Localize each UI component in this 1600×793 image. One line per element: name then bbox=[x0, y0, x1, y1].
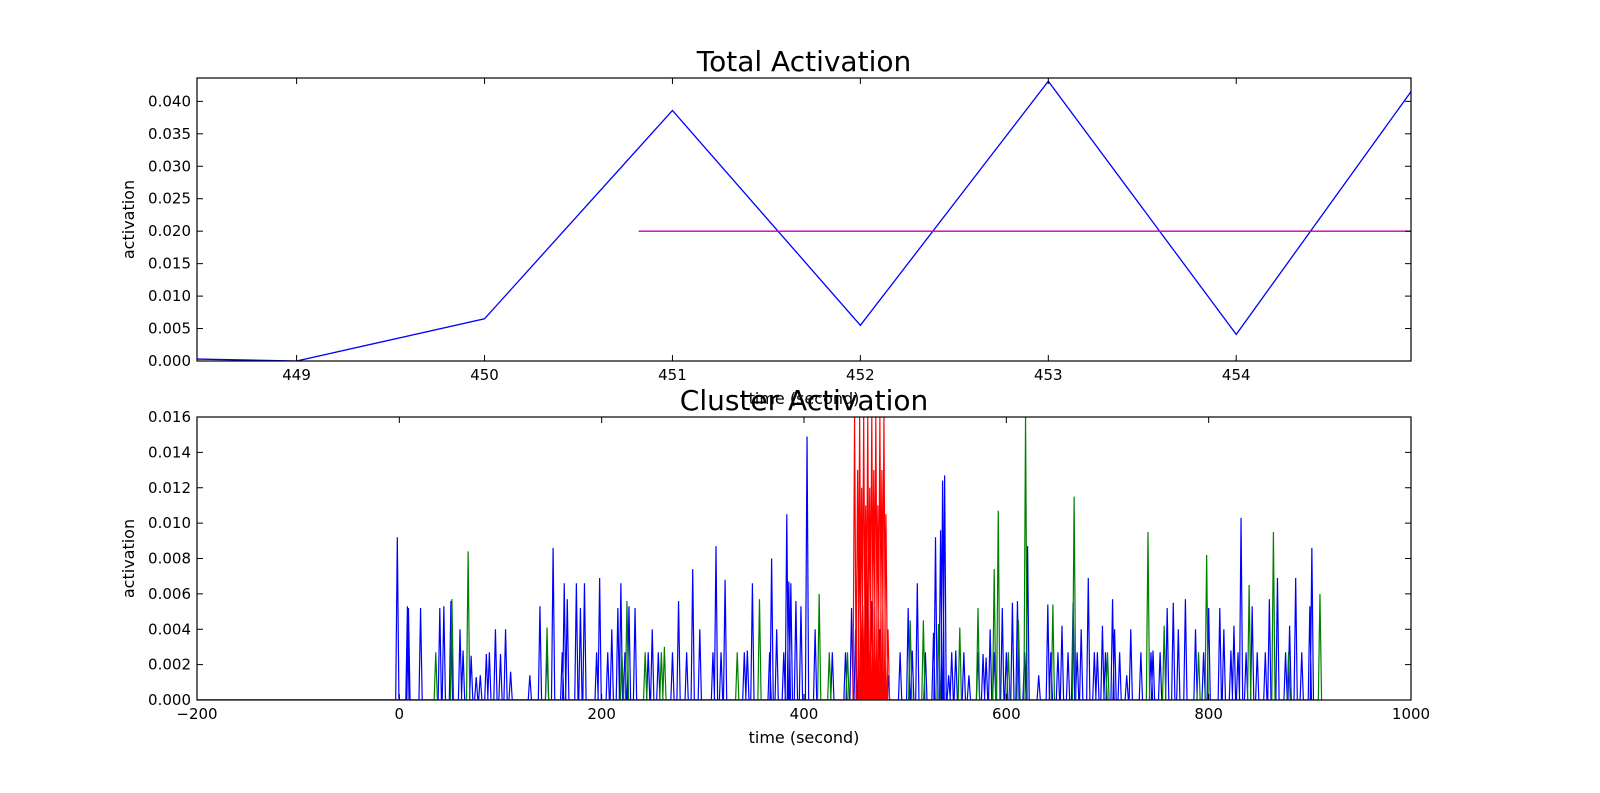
cluster-activation-y-tick-label: 0.014 bbox=[148, 443, 191, 461]
total-activation-y-tick-label: 0.040 bbox=[148, 92, 191, 110]
total-activation-y-tick-label: 0.025 bbox=[148, 190, 191, 208]
cluster-activation-plot-frame bbox=[196, 416, 1412, 701]
total-activation-x-tick-label: 452 bbox=[846, 366, 875, 384]
cluster-activation-y-tick-label: 0.008 bbox=[148, 550, 191, 568]
cluster-activation-y-axis-label: activation bbox=[119, 519, 138, 598]
total-activation-series bbox=[197, 80, 1411, 361]
cluster-activation-y-tick-label: 0.006 bbox=[148, 585, 191, 603]
total-activation-y-axis-label: activation bbox=[119, 180, 138, 259]
total-activation-plot-frame bbox=[196, 77, 1412, 362]
cluster-activation-x-tick-label: −200 bbox=[176, 705, 217, 723]
cluster-activation-x-tick-label: 1000 bbox=[1392, 705, 1430, 723]
total-activation-x-tick-label: 451 bbox=[658, 366, 687, 384]
total-activation-series-0-line bbox=[197, 80, 1411, 361]
cluster-activation-title: Cluster Activation bbox=[680, 384, 928, 417]
cluster-activation-series bbox=[197, 417, 1323, 700]
cluster-activation-y-tick-label: 0.010 bbox=[148, 514, 191, 532]
cluster-activation-series-2 bbox=[197, 417, 891, 700]
cluster-activation-x-tick-label: 0 bbox=[395, 705, 405, 723]
total-activation-x-tick-label: 450 bbox=[470, 366, 499, 384]
total-activation-x-tick-label: 449 bbox=[282, 366, 311, 384]
total-activation-x-tick-label: 453 bbox=[1034, 366, 1063, 384]
cluster-activation-y-tick-label: 0.002 bbox=[148, 656, 191, 674]
cluster-activation-series-0-line bbox=[197, 436, 1315, 700]
total-activation-y-tick-label: 0.010 bbox=[148, 287, 191, 305]
total-activation-y-tick-label: 0.015 bbox=[148, 255, 191, 273]
cluster-activation-x-axis-label: time (second) bbox=[749, 728, 860, 747]
cluster-activation-y-tick-label: 0.016 bbox=[148, 408, 191, 426]
cluster-activation-series-2-line bbox=[197, 417, 891, 700]
total-activation-y-tick-label: 0.035 bbox=[148, 125, 191, 143]
cluster-activation-panel: −200 0 200 400 600 800 1000 0.000 0.002 0.004 0.00… bbox=[119, 384, 1430, 747]
total-activation-y-tick-label: 0.020 bbox=[148, 222, 191, 240]
total-activation-y-tick-label: 0.030 bbox=[148, 157, 191, 175]
cluster-activation-series-0 bbox=[197, 436, 1315, 700]
total-activation-y-tick-label: 0.005 bbox=[148, 320, 191, 338]
total-activation-x-tick-label: 454 bbox=[1222, 366, 1251, 384]
total-activation-y-tick-label: 0.000 bbox=[148, 352, 191, 370]
cluster-activation-x-tick-label: 800 bbox=[1194, 705, 1223, 723]
cluster-activation-x-tick-label: 200 bbox=[587, 705, 616, 723]
cluster-activation-y-tick-label: 0.000 bbox=[148, 691, 191, 709]
cluster-activation-x-tick-label: 400 bbox=[790, 705, 819, 723]
cluster-activation-y-tick-label: 0.004 bbox=[148, 620, 191, 638]
cluster-activation-x-tick-label: 600 bbox=[992, 705, 1021, 723]
total-activation-x-axis-label: time (second) bbox=[749, 389, 860, 408]
cluster-activation-y-tick-label: 0.012 bbox=[148, 479, 191, 497]
total-activation-panel: 449 450 451 452 453 454 0.000 0.005 0.010 0.015 0.… bbox=[119, 45, 1412, 408]
total-activation-title: Total Activation bbox=[696, 45, 911, 78]
